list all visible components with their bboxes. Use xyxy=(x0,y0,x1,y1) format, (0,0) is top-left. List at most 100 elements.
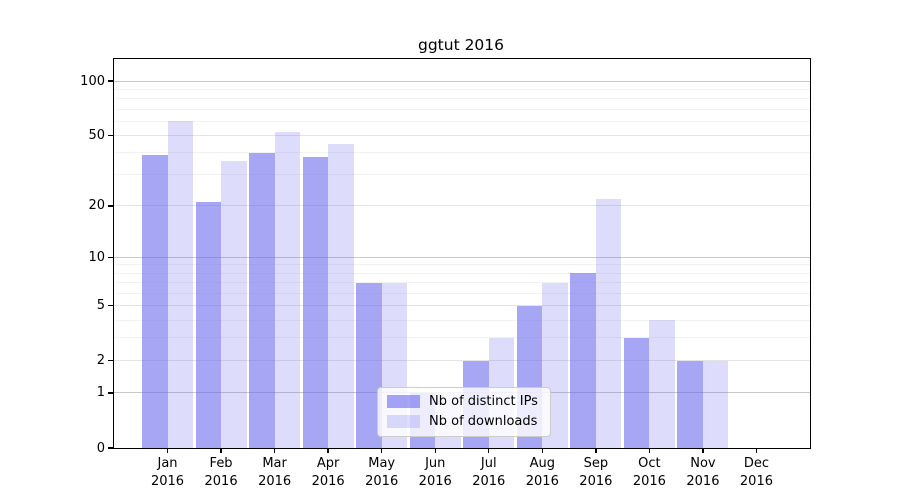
x-tick-label-year: 2016 xyxy=(739,473,773,489)
gridline-y-5-major xyxy=(114,305,810,307)
x-tick-label-year: 2016 xyxy=(579,473,613,489)
legend-item-distinct-ips: Nb of distinct IPs xyxy=(387,394,540,409)
y-tick-mark-1 xyxy=(108,392,113,394)
legend-label-distinct-ips: Nb of distinct IPs xyxy=(429,394,538,409)
gridline-y-8-minor xyxy=(114,272,810,274)
bar-nov-distinct-ips xyxy=(677,360,703,448)
gridline-y-100-decade xyxy=(114,80,810,82)
x-tick-label-month: Sep xyxy=(583,456,609,471)
x-tick-label-year: 2016 xyxy=(686,473,720,489)
x-tick-mark-jan xyxy=(166,448,169,453)
x-tick-mark-feb xyxy=(220,448,222,453)
bar-jan-distinct-ips xyxy=(142,154,168,448)
x-tick-label-year: 2016 xyxy=(311,473,345,489)
legend-swatch-downloads xyxy=(387,415,420,428)
y-tick-mark-2 xyxy=(108,359,113,362)
x-tick-label-nov: Nov 2016 xyxy=(671,455,735,490)
x-tick-label-month: Jun xyxy=(425,456,446,471)
gridline-y-9-minor xyxy=(114,264,810,266)
x-tick-label-month: Oct xyxy=(638,456,661,471)
y-tick-mark-100 xyxy=(108,80,113,82)
x-tick-label-year: 2016 xyxy=(525,473,559,489)
gridline-y-4-minor xyxy=(114,319,810,321)
x-tick-label-year: 2016 xyxy=(150,473,185,489)
x-tick-mark-may xyxy=(380,448,383,453)
y-tick-label-50: 50 xyxy=(88,127,105,143)
gridline-y-6-minor xyxy=(114,292,810,294)
x-tick-mark-oct xyxy=(648,448,651,453)
x-tick-label-apr: Apr 2016 xyxy=(296,455,360,490)
x-tick-label-year: 2016 xyxy=(472,473,506,489)
x-tick-mark-apr xyxy=(327,448,329,453)
x-tick-mark-sep xyxy=(595,448,597,453)
x-tick-mark-nov xyxy=(702,448,704,453)
bar-mar-distinct-ips xyxy=(249,152,275,448)
x-tick-mark-jul xyxy=(488,448,490,453)
y-tick-mark-5 xyxy=(108,304,113,307)
bar-nov-downloads xyxy=(702,360,729,448)
gridline-y-80-minor xyxy=(114,98,810,100)
legend: Nb of distinct IPs Nb of downloads xyxy=(377,387,551,437)
legend-item-downloads: Nb of downloads xyxy=(387,414,540,429)
legend-swatch-distinct-ips xyxy=(387,395,420,408)
gridline-y-30-minor xyxy=(114,174,810,176)
y-tick-mark-50 xyxy=(108,134,113,137)
x-tick-label-month: Apr xyxy=(316,456,340,471)
x-tick-label-sep: Sep 2016 xyxy=(564,455,628,490)
y-tick-mark-10 xyxy=(108,256,113,258)
y-tick-mark-0 xyxy=(108,447,113,449)
x-tick-label-mar: Mar 2016 xyxy=(243,455,307,490)
gridline-y-3-minor xyxy=(114,337,810,339)
x-tick-mark-dec xyxy=(755,448,758,453)
gridline-y-20-major xyxy=(114,205,810,207)
legend-label-downloads: Nb of downloads xyxy=(429,414,538,429)
bar-sep-distinct-ips xyxy=(570,273,596,448)
x-tick-label-year: 2016 xyxy=(365,473,399,489)
x-tick-label-month: Mar xyxy=(262,456,287,471)
x-tick-label-oct: Oct 2016 xyxy=(617,455,681,490)
gridline-y-90-minor xyxy=(114,88,810,90)
x-tick-label-month: Nov xyxy=(690,456,716,471)
bar-apr-distinct-ips xyxy=(302,156,329,448)
y-tick-mark-20 xyxy=(108,205,113,207)
x-tick-mark-aug xyxy=(541,448,543,453)
gridline-y-50-major xyxy=(114,134,810,136)
bar-sep-downloads xyxy=(595,198,622,448)
gridline-y-10-decade xyxy=(114,256,810,258)
bar-feb-distinct-ips xyxy=(195,202,222,448)
gridline-y-60-minor xyxy=(114,120,810,122)
x-tick-mark-jun xyxy=(434,448,436,453)
x-tick-label-year: 2016 xyxy=(418,473,452,489)
bar-feb-downloads xyxy=(221,160,247,448)
x-tick-label-month: May xyxy=(368,456,396,471)
y-tick-label-2: 2 xyxy=(96,353,105,369)
y-tick-label-1: 1 xyxy=(96,385,105,401)
y-tick-label-5: 5 xyxy=(96,298,105,314)
x-tick-label-jan: Jan 2016 xyxy=(136,455,200,490)
x-tick-label-dec: Dec 2016 xyxy=(724,455,788,490)
y-tick-label-20: 20 xyxy=(88,198,105,214)
gridline-y-70-minor xyxy=(114,108,810,110)
bar-oct-downloads xyxy=(649,320,675,448)
y-tick-label-100: 100 xyxy=(80,73,105,89)
bar-apr-downloads xyxy=(328,143,354,448)
x-tick-label-jun: Jun 2016 xyxy=(403,455,467,490)
gridline-y-40-minor xyxy=(114,152,810,154)
x-tick-label-year: 2016 xyxy=(204,473,238,489)
x-tick-label-year: 2016 xyxy=(632,473,666,489)
gridline-y-7-minor xyxy=(114,282,810,284)
x-tick-mark-mar xyxy=(273,448,276,453)
x-tick-label-month: Dec xyxy=(743,456,770,471)
x-tick-label-feb: Feb 2016 xyxy=(189,455,253,490)
x-tick-label-month: Jul xyxy=(480,456,497,471)
plot-area: 0 1 2 5 10 20 50 100 Jan 2016 Feb 2016 Mar 2016 Apr 201… xyxy=(80,58,811,489)
x-tick-label-aug: Aug 2016 xyxy=(510,455,574,490)
x-tick-label-may: May 2016 xyxy=(350,455,414,490)
y-tick-label-0: 0 xyxy=(96,440,105,456)
chart-title: ggtut 2016 xyxy=(417,36,505,54)
x-tick-label-jul: Jul 2016 xyxy=(457,455,521,490)
x-tick-label-month: Feb xyxy=(209,456,233,471)
x-tick-label-month: Aug xyxy=(529,456,555,471)
y-tick-label-10: 10 xyxy=(88,249,105,265)
